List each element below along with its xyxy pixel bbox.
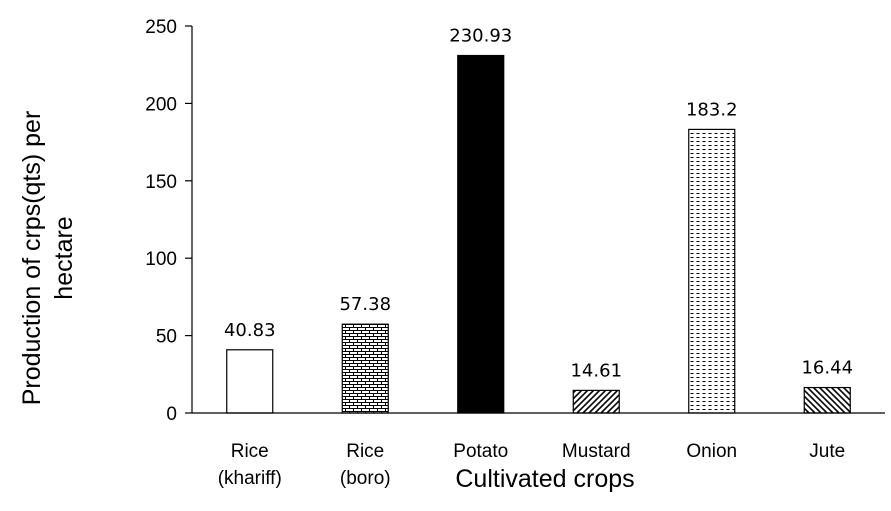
data-label: 14.61 bbox=[570, 360, 622, 381]
x-tick-label: Jute bbox=[809, 441, 845, 462]
bar bbox=[457, 54, 505, 414]
bars bbox=[226, 54, 851, 414]
y-tick-label: 50 bbox=[156, 327, 177, 348]
y-axis-title: Production of crps(qts) per hectare bbox=[18, 111, 78, 406]
y-tick-label: 100 bbox=[145, 249, 177, 270]
x-tick-label: (khariff) bbox=[218, 468, 282, 489]
bar bbox=[341, 323, 389, 414]
y-axis-title-line-2: hectare bbox=[50, 216, 78, 299]
x-tick-label: Rice bbox=[346, 441, 384, 462]
x-tick-label: Onion bbox=[686, 441, 737, 462]
bar bbox=[803, 386, 851, 414]
x-tick-label: Potato bbox=[453, 441, 508, 462]
x-tick-label: Rice bbox=[231, 441, 269, 462]
bar bbox=[688, 128, 736, 414]
bar bbox=[226, 349, 274, 414]
y-axis-ticks: 0 50 100 150 200 250 bbox=[145, 17, 192, 425]
x-tick-label: (boro) bbox=[340, 468, 391, 489]
data-label: 16.44 bbox=[801, 358, 853, 379]
y-tick-label: 150 bbox=[145, 172, 177, 193]
y-tick-label: 200 bbox=[145, 94, 177, 115]
y-axis-title-line-1: Production of crps(qts) per bbox=[18, 111, 46, 406]
y-tick-label: 250 bbox=[145, 17, 177, 38]
data-labels: 40.83 57.38 230.93 14.61 183.2 16.44 bbox=[224, 26, 853, 382]
y-tick-label: 0 bbox=[166, 404, 177, 425]
x-tick-label: Mustard bbox=[562, 441, 631, 462]
x-axis-category-labels: Rice (khariff) Rice (boro) Potato Mustard Onio… bbox=[218, 441, 845, 489]
data-label: 183.2 bbox=[686, 99, 738, 120]
data-label: 57.38 bbox=[339, 294, 391, 315]
data-label: 40.83 bbox=[224, 320, 276, 341]
x-axis-title: Cultivated crops bbox=[455, 465, 634, 493]
bar bbox=[572, 389, 620, 414]
data-label: 230.93 bbox=[449, 26, 512, 47]
